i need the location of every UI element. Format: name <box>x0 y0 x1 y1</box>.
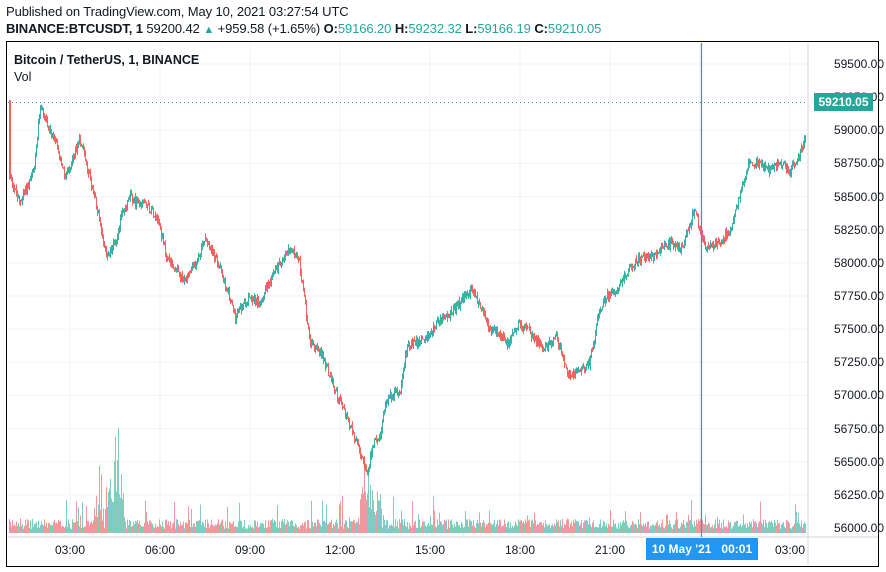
symbol-name: BINANCE:BTCUSDT, 1 <box>6 21 143 36</box>
price-tick-label: 57250.00 <box>833 355 884 370</box>
open-value: 59166.20 <box>337 21 392 36</box>
last-price-badge: 59210.05 <box>814 93 873 111</box>
price-tick-label: 58000.00 <box>833 255 884 270</box>
close-value: 59210.05 <box>547 21 602 36</box>
price-tick-label: 58250.00 <box>833 222 884 237</box>
open-label: O: <box>323 21 338 36</box>
symbol-info-bar: BINANCE:BTCUSDT, 1 59200.42 ▲ +959.58 (+… <box>6 21 601 36</box>
up-arrow-icon: ▲ <box>203 24 215 36</box>
price-tick-label: 59000.00 <box>833 123 884 138</box>
time-tick-label: 15:00 <box>414 543 446 557</box>
candles <box>9 99 806 476</box>
price-tick-label: 56000.00 <box>833 521 884 535</box>
time-tick-label: 03:00 <box>774 543 806 557</box>
high-value: 59232.32 <box>408 21 462 36</box>
low-value: 59166.19 <box>477 21 531 36</box>
time-tick-label: 09:00 <box>234 543 266 557</box>
price-tick-label: 56750.00 <box>833 421 884 436</box>
price-tick-label: 56250.00 <box>833 487 884 502</box>
time-tick-label: 06:00 <box>144 543 176 557</box>
price-tick-label: 57000.00 <box>833 388 884 403</box>
last-price: 59200.42 <box>146 21 200 36</box>
price-tick-label: 59500.00 <box>833 57 884 71</box>
price-tick-label: 56500.00 <box>833 454 884 469</box>
price-tick-label: 58500.00 <box>833 189 884 204</box>
price-tick-label: 57500.00 <box>833 322 884 337</box>
price-change: +959.58 (+1.65%) <box>217 21 321 36</box>
crosshair-time-badge: 10 May '21 00:01 <box>646 538 758 560</box>
published-info: Published on TradingView.com, May 10, 20… <box>6 4 349 19</box>
time-tick-label: 03:00 <box>54 543 86 557</box>
close-label: C: <box>534 21 548 36</box>
volume-legend: Vol <box>14 70 32 84</box>
time-tick-label: 12:00 <box>324 543 356 557</box>
chart-frame[interactable] <box>6 41 879 567</box>
volume-bars <box>9 427 806 533</box>
high-label: H: <box>394 21 409 36</box>
price-tick-label: 57750.00 <box>833 289 884 303</box>
time-tick-label: 18:00 <box>504 543 536 557</box>
price-tick-label: 58750.00 <box>833 156 884 171</box>
grid-lines <box>8 43 808 537</box>
time-tick-label: 21:00 <box>594 543 626 557</box>
chart-legend-title: Bitcoin / TetherUS, 1, BINANCE <box>14 53 200 67</box>
low-label: L: <box>465 21 478 36</box>
